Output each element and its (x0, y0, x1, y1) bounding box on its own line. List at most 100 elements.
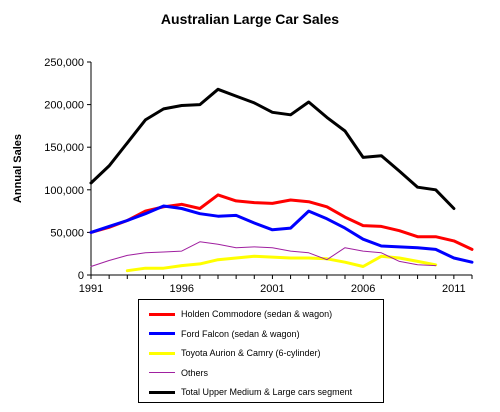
data-point (144, 267, 146, 269)
data-point (362, 238, 364, 240)
data-point (344, 261, 346, 263)
plot-area (91, 62, 472, 275)
data-point (253, 222, 255, 224)
data-point (362, 265, 364, 267)
y-axis-label: Annual Sales (12, 134, 24, 203)
data-point (199, 263, 201, 265)
data-point (163, 251, 165, 253)
data-point (253, 202, 255, 204)
data-point (326, 116, 328, 118)
data-point (126, 219, 128, 221)
x-tick-label: 2011 (442, 283, 466, 295)
data-point (271, 229, 273, 231)
legend-item: Total Upper Medium & Large cars segment (139, 382, 383, 402)
data-point (308, 201, 310, 203)
legend-swatch (149, 332, 175, 335)
legend-label: Total Upper Medium & Large cars segment (181, 387, 353, 397)
data-point (217, 88, 219, 90)
legend-item: Toyota Aurion & Camry (6-cylinder) (139, 343, 383, 363)
chart-title: Australian Large Car Sales (160, 11, 340, 27)
data-point (217, 215, 219, 217)
data-point (90, 182, 92, 184)
data-point (453, 240, 455, 242)
data-point (308, 101, 310, 103)
data-point (271, 111, 273, 113)
data-point (398, 260, 400, 262)
data-point (235, 214, 237, 216)
y-tick-label: 50,000 (50, 227, 84, 239)
data-point (453, 208, 455, 210)
data-point (398, 246, 400, 248)
y-tick-label: 150,000 (44, 142, 84, 154)
data-point (217, 243, 219, 245)
series-line-3 (90, 241, 437, 267)
data-point (471, 248, 473, 250)
data-point (290, 114, 292, 116)
y-tick-label: 250,000 (44, 57, 84, 69)
legend-label: Holden Commodore (sedan & wagon) (181, 309, 333, 319)
data-point (308, 210, 310, 212)
data-point (290, 250, 292, 252)
data-point (90, 265, 92, 267)
data-point (417, 260, 419, 262)
data-point (344, 130, 346, 132)
data-point (344, 247, 346, 249)
data-point (453, 257, 455, 259)
data-point (271, 256, 273, 258)
data-point (417, 264, 419, 266)
data-point (290, 257, 292, 259)
y-tick-label: 200,000 (44, 100, 84, 112)
data-point (253, 255, 255, 257)
data-point (380, 255, 382, 257)
data-point (235, 200, 237, 202)
legend-swatch (149, 351, 175, 355)
data-point (181, 203, 183, 205)
legend-label: Toyota Aurion & Camry (6-cylinder) (181, 348, 321, 358)
legend-item: Ford Falcon (sedan & wagon) (139, 324, 383, 344)
data-point (380, 225, 382, 227)
x-tick-label: 2001 (260, 283, 284, 295)
data-point (144, 213, 146, 215)
data-point (417, 186, 419, 188)
data-point (253, 246, 255, 248)
data-point (380, 252, 382, 254)
data-point (344, 216, 346, 218)
data-point (126, 142, 128, 144)
data-point (271, 247, 273, 249)
data-point (471, 261, 473, 263)
x-tick-label: 1996 (169, 283, 193, 295)
data-point (126, 254, 128, 256)
data-point (199, 208, 201, 210)
x-tick-label: 1991 (79, 283, 103, 295)
series-line-2 (125, 254, 438, 273)
data-point (108, 225, 110, 227)
y-tick-label: 0 (78, 270, 84, 282)
data-point (417, 236, 419, 238)
legend-label: Ford Falcon (sedan & wagon) (181, 328, 300, 339)
data-point (108, 165, 110, 167)
data-point (362, 225, 364, 227)
data-point (308, 252, 310, 254)
chart-legend: Holden Commodore (sedan & wagon) Ford Fal… (138, 299, 384, 403)
series-line-4 (89, 87, 456, 210)
legend-swatch (149, 312, 175, 316)
data-point (235, 95, 237, 97)
data-point (235, 257, 237, 259)
data-point (417, 247, 419, 249)
data-point (308, 257, 310, 259)
x-tick-label: 2006 (351, 283, 375, 295)
legend-item: Others (139, 363, 383, 383)
data-point (235, 247, 237, 249)
data-point (380, 155, 382, 157)
data-point (217, 259, 219, 261)
data-point (144, 119, 146, 121)
data-point (181, 208, 183, 210)
data-point (362, 156, 364, 158)
data-point (326, 218, 328, 220)
data-point (126, 270, 128, 272)
data-point (326, 259, 328, 261)
y-tick-label: 100,000 (44, 185, 84, 197)
legend-label: Others (181, 367, 209, 378)
data-point (380, 245, 382, 247)
